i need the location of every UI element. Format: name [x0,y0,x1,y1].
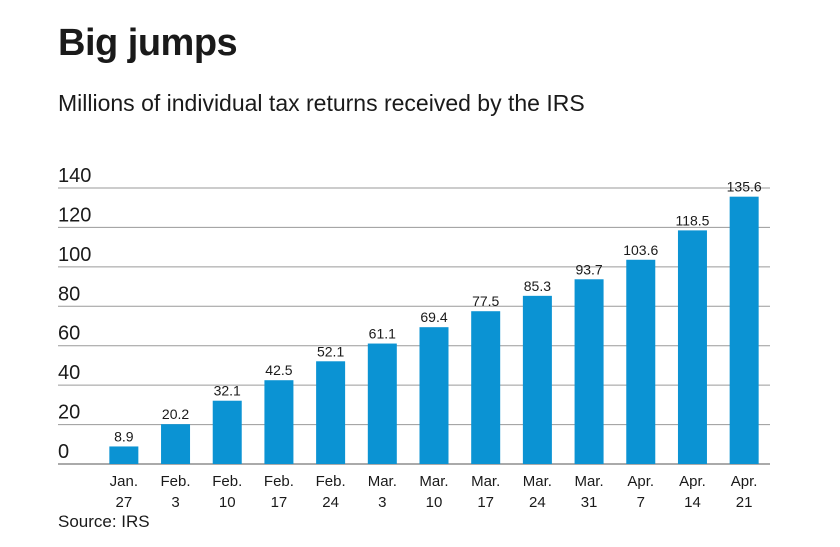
data-label: 93.7 [575,261,602,277]
x-tick-label: 31 [581,494,598,511]
bar [522,295,552,464]
bar [729,196,759,464]
x-tick-label: Mar. [523,473,552,490]
data-label: 118.5 [675,212,709,228]
data-label: 85.3 [524,278,551,294]
data-labels: 8.9 20.2 32.1 42.5 52.1 61.1 69.4 77.5 85.3 93.7 1… [114,179,762,445]
y-tick-label: 40 [58,362,80,384]
x-tick-label: Apr. [679,473,706,490]
y-tick-label: 140 [58,165,91,187]
source-note: Source: IRS [58,512,150,531]
x-tick-label: Feb. [264,473,294,490]
bar [212,400,242,464]
bar [109,446,139,464]
x-tick-label: 7 [637,494,645,511]
bar [471,311,501,464]
data-label: 135.6 [727,179,762,195]
data-label: 32.1 [214,383,241,399]
y-tick-label: 100 [58,244,91,266]
data-label: 61.1 [369,326,396,342]
y-tick-label: 80 [58,283,80,305]
x-tick-label: 10 [426,494,443,511]
bar [367,343,397,464]
data-label: 20.2 [162,406,189,422]
bar [677,230,707,464]
y-tick-label: 20 [58,402,80,424]
bar [316,361,346,464]
y-tick-label: 60 [58,323,80,345]
chart-subtitle: Millions of individual tax returns recei… [58,90,585,116]
x-tick-label: Feb. [161,473,191,490]
data-label: 8.9 [114,428,134,444]
x-tick-label: 17 [271,494,288,511]
data-label: 69.4 [420,309,447,325]
y-tick-label: 0 [58,441,69,463]
x-tick-label: 27 [116,494,133,511]
x-tick-label: 17 [477,494,494,511]
y-tick-label: 120 [58,204,91,226]
bar [161,424,191,464]
x-tick-label: Mar. [574,473,603,490]
x-tick-label: Mar. [368,473,397,490]
x-tick-label: 3 [378,494,386,511]
data-label: 77.5 [472,293,499,309]
bars [109,196,759,464]
bar [264,380,294,464]
x-tick-label: Apr. [627,473,654,490]
x-tick-label: Apr. [731,473,758,490]
x-tick-label: 24 [529,494,546,511]
x-tick-label: 14 [684,494,701,511]
data-label: 52.1 [317,343,344,359]
x-tick-label: 24 [322,494,339,511]
data-label: 103.6 [623,242,658,258]
bar [626,259,656,464]
x-tick-label: Jan. [110,473,138,490]
x-tick-label: Mar. [471,473,500,490]
x-tick-label: Feb. [316,473,346,490]
x-tick-label: Feb. [212,473,242,490]
y-axis-ticks: 0 20 40 60 80 100 120 140 [58,165,91,463]
x-tick-label: 3 [171,494,179,511]
x-tick-label: Mar. [419,473,448,490]
bar [574,279,604,464]
chart-title: Big jumps [58,22,238,64]
data-label: 42.5 [265,362,292,378]
x-tick-label: 21 [736,494,753,511]
gridlines [58,187,770,465]
x-tick-label: 10 [219,494,236,511]
x-axis-labels: Jan. 27 Feb. 3 Feb. 10 Feb. 17 Feb. 24 Mar. 3 Mar. 10… [110,473,758,511]
bar [419,327,449,464]
